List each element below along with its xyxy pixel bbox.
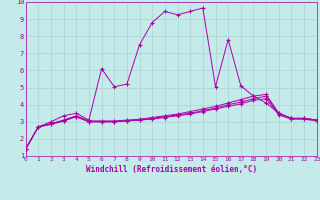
X-axis label: Windchill (Refroidissement éolien,°C): Windchill (Refroidissement éolien,°C) [86,165,257,174]
